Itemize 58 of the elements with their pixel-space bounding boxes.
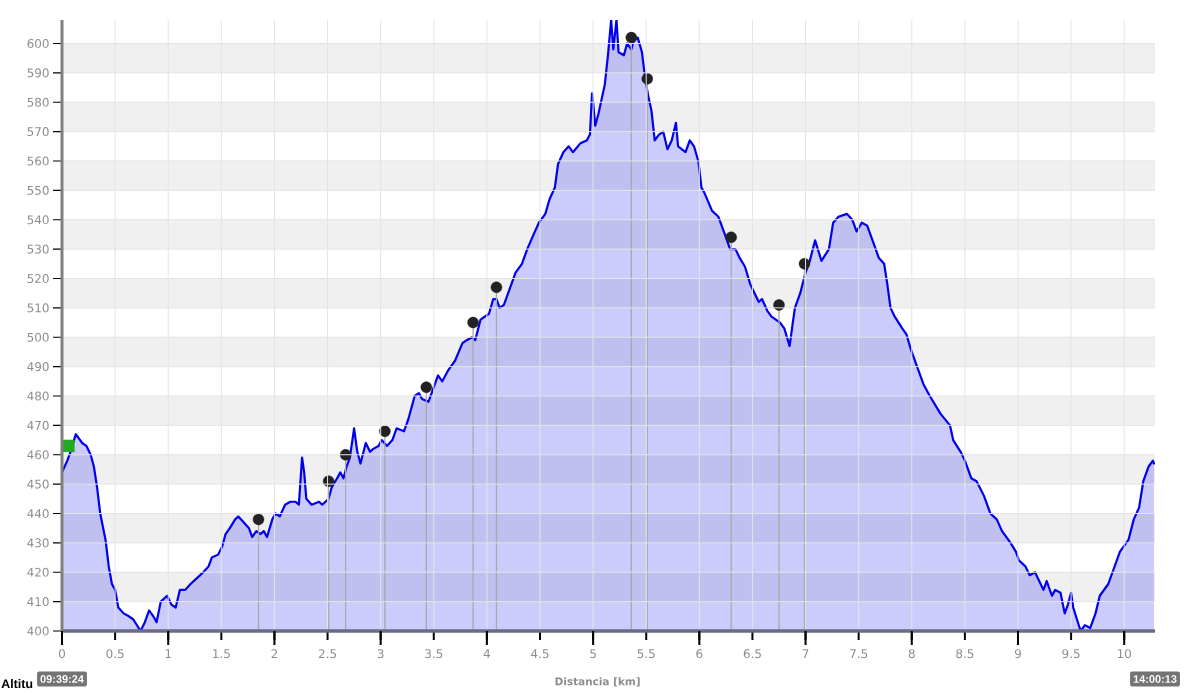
point bbox=[420, 381, 433, 393]
y-tick-label: 580 bbox=[27, 97, 49, 107]
x-tick-label: 6.5 bbox=[743, 649, 761, 659]
x-tick-label: 4 bbox=[483, 649, 491, 658]
x-tick-label: 8.5 bbox=[956, 649, 974, 659]
x-tick-label: 3.5 bbox=[425, 649, 443, 659]
y-tick-label: 570 bbox=[27, 127, 49, 137]
x-tick-label: 2 bbox=[271, 649, 278, 658]
x-tick-label: 2.5 bbox=[318, 649, 337, 659]
text: 14:00:13 bbox=[1133, 675, 1177, 683]
point bbox=[62, 439, 75, 453]
x-tick-label: 7.5 bbox=[850, 649, 868, 659]
x-tick-label: 1.5 bbox=[213, 649, 230, 659]
y-tick-label: 600 bbox=[27, 38, 49, 49]
x-tick-label: 0.5 bbox=[106, 649, 124, 659]
point bbox=[467, 316, 479, 329]
y-tick-label: 540 bbox=[27, 215, 49, 225]
y-tick-label: 420 bbox=[27, 567, 49, 577]
x-tick-label: 0 bbox=[58, 649, 66, 659]
point bbox=[798, 258, 811, 270]
point bbox=[490, 281, 503, 294]
y-tick-label: 470 bbox=[27, 420, 49, 430]
point bbox=[773, 299, 785, 311]
point bbox=[339, 449, 352, 461]
y-tick-label: 500 bbox=[27, 332, 49, 342]
x-tick-label: 9.5 bbox=[1062, 649, 1080, 659]
y-tick-label: 460 bbox=[27, 450, 49, 460]
y-tick-label: 510 bbox=[27, 303, 49, 313]
x-tick-label: 5.5 bbox=[637, 649, 655, 659]
y-tick-label: 550 bbox=[27, 185, 49, 195]
y-tick-label: 400 bbox=[27, 626, 49, 636]
x-tick-label: 10 bbox=[1117, 649, 1132, 659]
y-tick-label: 480 bbox=[27, 391, 49, 401]
x-axis-title: Distancia [km] bbox=[555, 677, 640, 687]
y-tick-label: 450 bbox=[27, 479, 49, 489]
y-tick-label: 430 bbox=[27, 538, 49, 548]
text: 09:39:24 bbox=[40, 675, 84, 683]
x-tick-label: 1 bbox=[165, 649, 171, 658]
x-tick-label: 9 bbox=[1014, 649, 1021, 659]
x-tick-label: 6 bbox=[696, 649, 703, 659]
x-tick-label: 7 bbox=[802, 649, 809, 658]
y-tick-label: 440 bbox=[27, 508, 49, 519]
point bbox=[641, 73, 653, 85]
x-tick-label: 3 bbox=[377, 649, 384, 659]
y-tick-label: 560 bbox=[27, 156, 49, 166]
point bbox=[379, 425, 391, 437]
x-tick-label: 4.5 bbox=[531, 649, 549, 659]
y-axis-title: Altitu bbox=[1, 678, 33, 689]
y-tick-label: 490 bbox=[27, 362, 49, 372]
point bbox=[252, 513, 265, 526]
y-tick-label: 530 bbox=[27, 244, 49, 254]
point bbox=[725, 231, 737, 244]
y-tick-label: 410 bbox=[27, 597, 49, 607]
y-tick-label: 590 bbox=[27, 68, 49, 78]
point bbox=[625, 31, 638, 44]
y-tick-label: 520 bbox=[27, 273, 49, 284]
x-tick-label: 5 bbox=[590, 649, 596, 659]
x-tick-label: 8 bbox=[908, 649, 915, 659]
